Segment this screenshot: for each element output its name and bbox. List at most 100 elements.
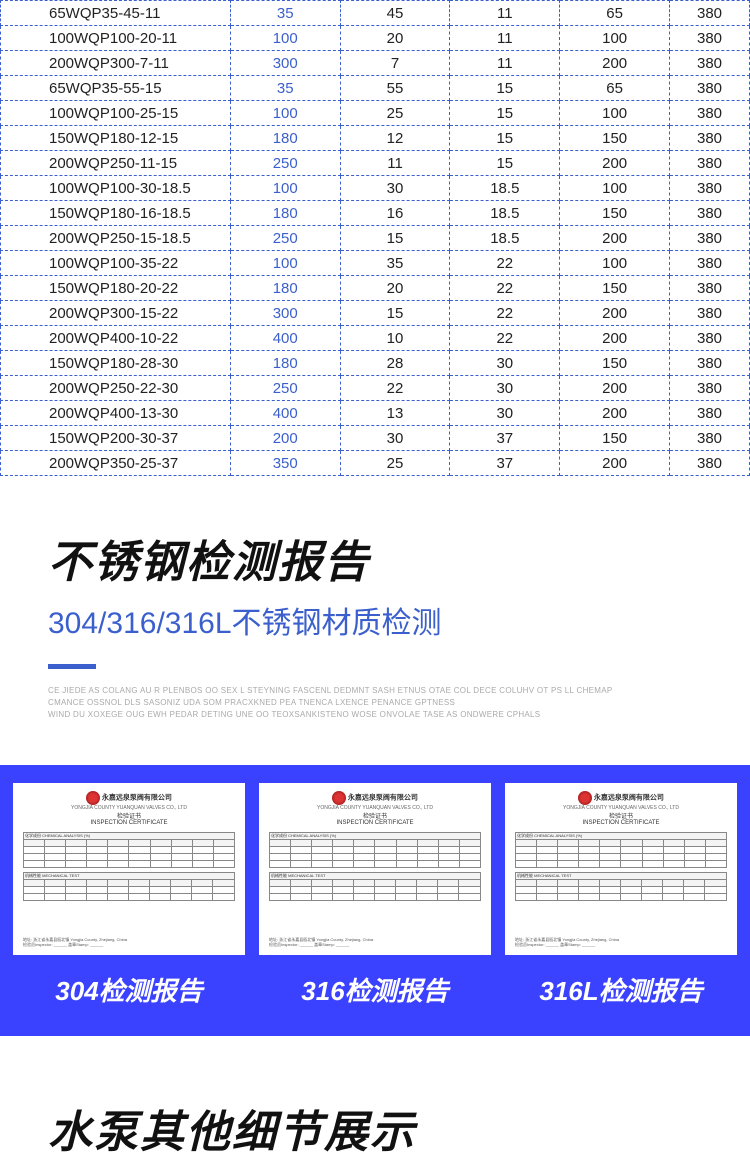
table-cell: 18.5 (450, 226, 560, 251)
certificate-image: 永嘉远泉泵阀有限公司YONGJIA COUNTY YUANQUAN VALVES… (13, 783, 245, 955)
cert-table-caption: 机械性能 MECHANICAL TEST (270, 873, 481, 880)
accent-bar (48, 664, 96, 669)
cert-td (150, 854, 171, 861)
table-cell: 150WQP180-16-18.5 (1, 201, 231, 226)
cert-company-en: YONGJIA COUNTY YUANQUAN VALVES CO., LTD (317, 805, 433, 811)
table-cell: 30 (450, 401, 560, 426)
table-cell: 10 (340, 326, 450, 351)
cert-td (24, 894, 45, 901)
cert-td (537, 854, 558, 861)
cert-th (150, 880, 171, 887)
table-cell: 7 (340, 51, 450, 76)
cert-td (270, 887, 291, 894)
cert-td (333, 894, 354, 901)
table-row: 200WQP300-15-223001522200380 (1, 301, 750, 326)
cert-th (705, 880, 727, 887)
cert-td (579, 887, 600, 894)
table-cell: 100 (230, 101, 340, 126)
table-cell: 150WQP180-12-15 (1, 126, 231, 151)
cert-td (396, 887, 417, 894)
cert-th (417, 840, 438, 847)
cert-td (108, 861, 129, 868)
cert-td (396, 854, 417, 861)
table-cell: 20 (340, 26, 450, 51)
table-cell: 22 (450, 326, 560, 351)
cert-th (108, 880, 129, 887)
cert-td (537, 861, 558, 868)
cert-th (270, 840, 291, 847)
table-cell: 380 (670, 251, 750, 276)
cert-th (459, 840, 480, 847)
cert-td (516, 861, 537, 868)
table-cell: 22 (450, 276, 560, 301)
cert-th (438, 840, 459, 847)
cert-td (108, 847, 129, 854)
cert-td (705, 854, 726, 861)
cert-th (642, 880, 663, 887)
cert-td (354, 894, 375, 901)
table-cell: 200 (560, 326, 670, 351)
table-cell: 18.5 (450, 201, 560, 226)
table-cell: 25 (340, 451, 450, 476)
cert-company: 永嘉远泉泵阀有限公司 (348, 795, 418, 802)
cert-td (375, 854, 396, 861)
cert-td (129, 854, 150, 861)
table-cell: 200 (560, 301, 670, 326)
cert-td (312, 894, 333, 901)
cert-th (45, 880, 66, 887)
cert-td (417, 847, 438, 854)
cert-td (579, 861, 600, 868)
table-cell: 35 (230, 76, 340, 101)
table-row: 200WQP250-22-302502230200380 (1, 376, 750, 401)
table-row: 200WQP250-11-152501115200380 (1, 151, 750, 176)
cert-table-caption: 机械性能 MECHANICAL TEST (24, 873, 235, 880)
table-row: 100WQP100-35-221003522100380 (1, 251, 750, 276)
cert-td (312, 854, 333, 861)
table-cell: 380 (670, 101, 750, 126)
cert-th (516, 840, 537, 847)
cert-td (129, 887, 150, 894)
cert-th (333, 880, 354, 887)
cert-td (705, 887, 727, 894)
cert-td (213, 861, 234, 868)
table-cell: 150WQP180-20-22 (1, 276, 231, 301)
table-cell: 100 (560, 101, 670, 126)
cert-th (375, 880, 396, 887)
cert-th (354, 840, 375, 847)
cert-td (45, 887, 66, 894)
cert-logo-icon (86, 791, 100, 805)
cert-td (516, 894, 537, 901)
table-cell: 150WQP180-28-30 (1, 351, 231, 376)
table-cell: 22 (340, 376, 450, 401)
cert-td (438, 894, 459, 901)
table-cell: 200WQP300-15-22 (1, 301, 231, 326)
table-cell: 20 (340, 276, 450, 301)
table-row: 200WQP400-13-304001330200380 (1, 401, 750, 426)
table-cell: 250 (230, 151, 340, 176)
cert-td (312, 847, 333, 854)
cert-td (600, 894, 621, 901)
cert-td (87, 861, 108, 868)
cert-td (354, 854, 375, 861)
cert-td (600, 854, 621, 861)
cert-td (459, 887, 481, 894)
table-cell: 350 (230, 451, 340, 476)
table-cell: 150 (560, 201, 670, 226)
table-cell: 55 (340, 76, 450, 101)
cert-company-en: YONGJIA COUNTY YUANQUAN VALVES CO., LTD (563, 805, 679, 811)
cert-th (270, 880, 291, 887)
inspection-subtitle: 304/316/316L不锈钢材质检测 (48, 598, 702, 642)
table-cell: 400 (230, 401, 340, 426)
cert-th (684, 880, 705, 887)
cert-td (438, 887, 459, 894)
cert-logo-icon (332, 791, 346, 805)
table-cell: 15 (340, 301, 450, 326)
table-row: 150WQP200-30-372003037150380 (1, 426, 750, 451)
cert-td (663, 854, 684, 861)
table-cell: 200 (560, 226, 670, 251)
cert-td (213, 847, 234, 854)
cert-th (171, 880, 192, 887)
table-cell: 200 (230, 426, 340, 451)
table-cell: 380 (670, 351, 750, 376)
cert-td (621, 894, 642, 901)
